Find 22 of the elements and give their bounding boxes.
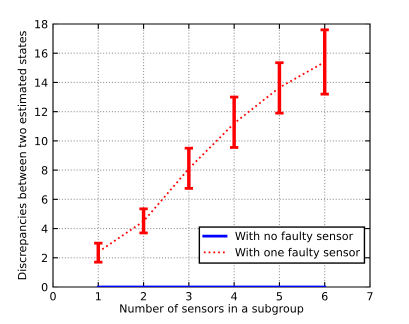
legend-label: With no faulty sensor	[235, 232, 354, 242]
x-tick-label: 4	[231, 292, 238, 300]
y-tick-label: 12	[35, 108, 48, 116]
x-tick-label: 0	[50, 292, 56, 300]
y-tick-label: 18	[35, 20, 48, 28]
x-tick-label: 3	[186, 292, 192, 300]
y-tick-label: 10	[35, 136, 48, 146]
x-tick-label: 6	[322, 292, 328, 300]
x-axis-title: Number of sensors in a subgroup	[120, 304, 304, 315]
y-axis-title: Discrepancies between two estimated states	[18, 31, 28, 280]
x-tick-label: 7	[367, 292, 373, 300]
y-tick-label: 6	[42, 195, 48, 204]
y-tick-label: 16	[35, 49, 48, 58]
y-tick-label: 14	[35, 78, 48, 87]
y-tick-label: 4	[42, 224, 48, 233]
legend-label: With one faulty sensor	[235, 248, 360, 259]
y-tick-label: 0	[42, 282, 48, 292]
y-tick-label: 8	[42, 166, 48, 174]
x-tick-label: 5	[276, 292, 282, 300]
y-tick-label: 2	[42, 254, 48, 262]
x-tick-label: 2	[140, 292, 146, 300]
x-tick-label: 1	[96, 292, 101, 300]
